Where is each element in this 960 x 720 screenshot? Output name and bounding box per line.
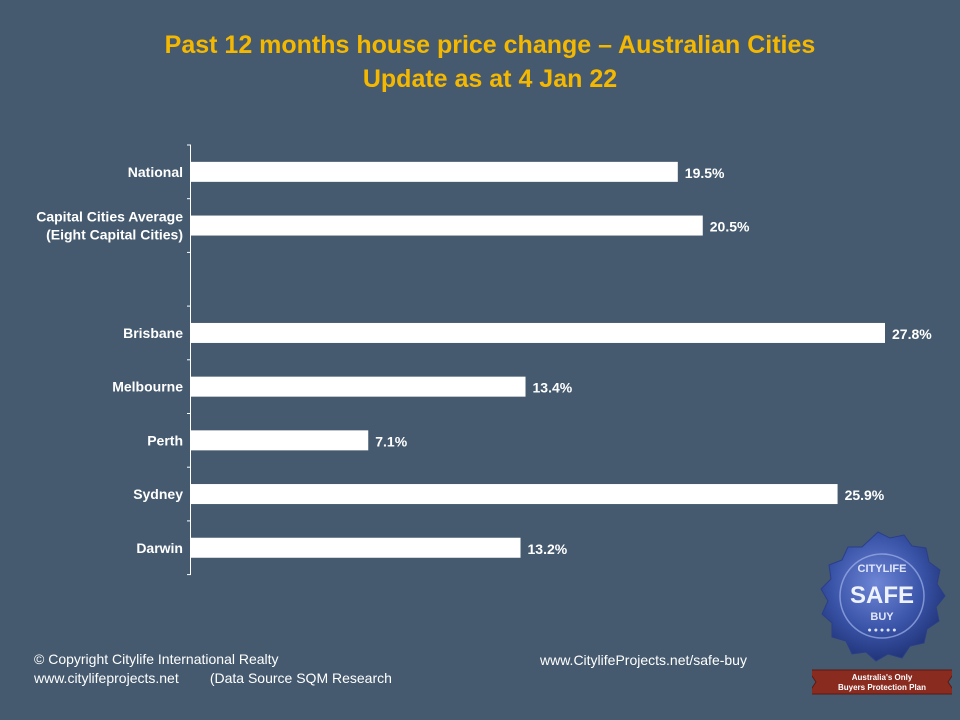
value-label-capital-cities-average: 20.5% [710,219,750,235]
title-line-1: Past 12 months house price change – Aust… [164,31,816,59]
seal-top-text: CITYLIFE [858,563,907,575]
value-label-melbourne: 13.4% [533,380,573,396]
category-label-melbourne: Melbourne [112,379,183,395]
value-label-perth: 7.1% [375,433,407,449]
bar-perth [191,430,369,451]
bar-capital-cities-average [191,215,703,236]
category-label-perth: Perth [147,432,183,448]
value-label-national: 19.5% [685,165,725,181]
category-label-sydney: Sydney [133,486,183,502]
bars-layer [191,161,885,558]
value-label-brisbane: 27.8% [892,326,932,342]
chart-title: Past 12 months house price change – Aust… [0,28,960,96]
value-label-darwin: 13.2% [528,541,568,557]
footer-credits: © Copyright Citylife International Realt… [34,650,392,688]
category-label-brisbane: Brisbane [123,325,183,341]
title-line-2: Update as at 4 Jan 22 [362,65,618,93]
seal-sub-text: BUY [870,611,894,623]
website-link[interactable]: www.citylifeprojects.net [34,670,179,686]
seal-banner [812,669,952,695]
category-label-capital-cities-average: Capital Cities Average (Eight Capital Cit… [36,209,183,243]
value-labels: 19.5% 20.5% 27.8% 13.4% 7.1% 25.9% 13.2% [375,165,932,557]
copyright-text: © Copyright Citylife International Realt… [34,651,279,667]
safe-buy-link[interactable]: www.CitylifeProjects.net/safe-buy [540,652,747,668]
seal-main-text: SAFE [850,582,914,609]
bar-national [191,161,678,182]
category-label-national: National [128,164,183,180]
bar-darwin [191,537,521,558]
value-label-sydney: 25.9% [845,487,885,503]
y-axis-ticks [187,144,191,576]
seal-banner-line-1: Australia's Only [852,673,913,682]
bar-sydney [191,484,838,505]
category-labels: National Capital Cities Average (Eight Cap… [36,164,183,556]
bar-melbourne [191,376,526,397]
safe-buy-seal-logo: CITYLIFE SAFE BUY ● ● ● ● ● Australia's … [812,531,952,695]
seal-banner-line-2: Buyers Protection Plan [838,683,926,692]
category-label-darwin: Darwin [136,540,183,556]
data-source-text: (Data Source SQM Research [209,670,392,686]
bar-brisbane [191,322,885,343]
seal-dots: ● ● ● ● ● [868,627,897,634]
